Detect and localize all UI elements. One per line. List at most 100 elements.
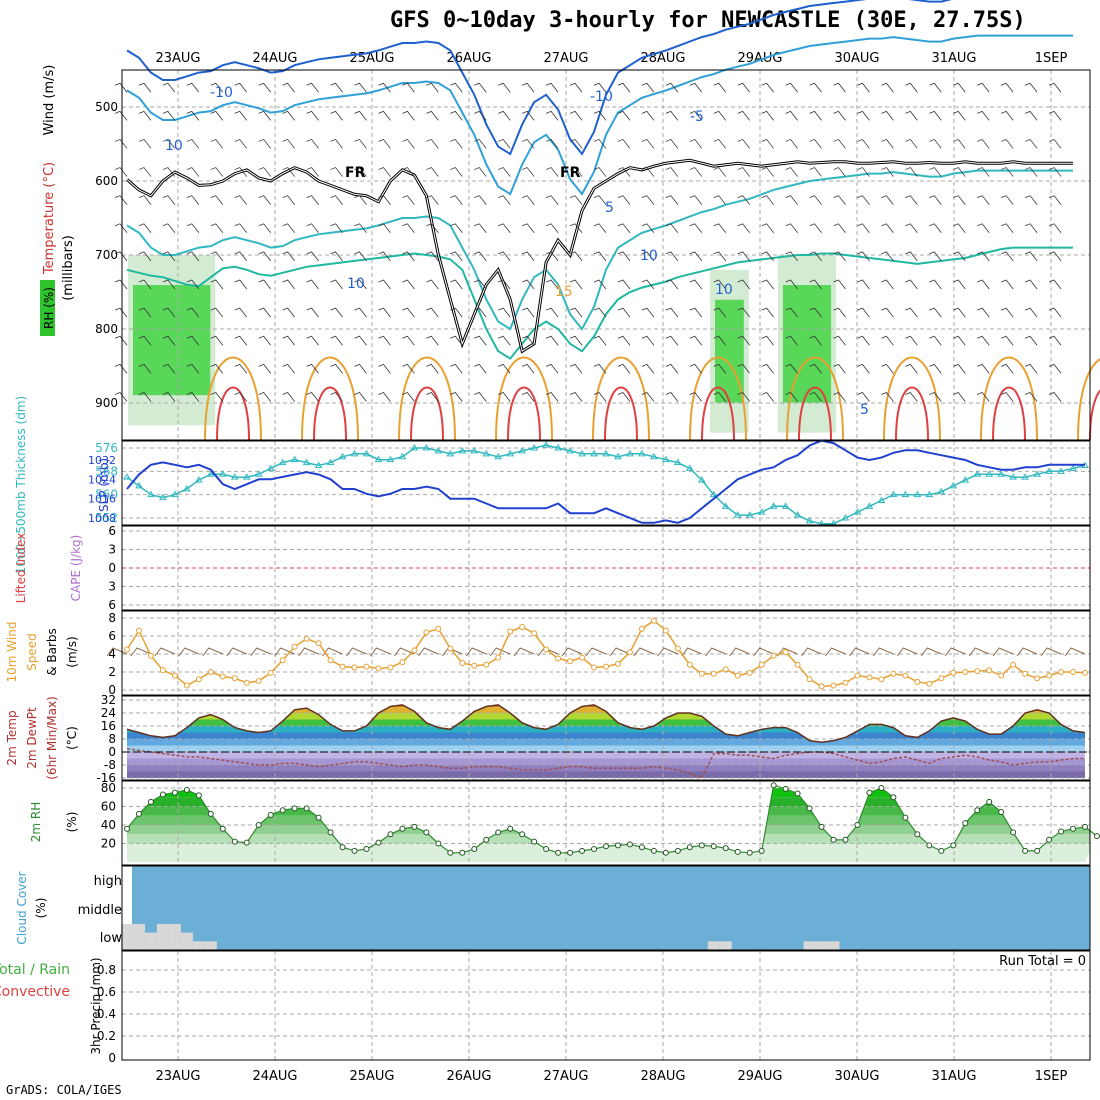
contour-label: -10 xyxy=(590,89,613,105)
upper-wind-barb xyxy=(378,251,391,262)
wind-speed-point xyxy=(890,670,897,677)
upper-wind-barb xyxy=(593,110,607,121)
upper-wind-barb xyxy=(450,251,463,262)
upper-wind-barb xyxy=(426,279,439,290)
rh-point xyxy=(926,842,933,849)
upper-wind-barb xyxy=(785,110,798,121)
rh-point xyxy=(914,831,921,838)
upper-wind-barb xyxy=(186,223,200,234)
wind-barb xyxy=(753,647,774,657)
wind-speed-point xyxy=(626,649,633,656)
upper-wind-barb xyxy=(210,223,224,234)
upper-wind-barb xyxy=(162,392,176,402)
thickness-point xyxy=(542,441,551,448)
rh-line xyxy=(126,784,1098,854)
upper-wind-barb xyxy=(186,167,200,177)
upper-wind-barb xyxy=(785,138,798,149)
thickness-point xyxy=(494,452,503,460)
upper-wind-barb xyxy=(162,110,176,121)
upper-wind-barb xyxy=(569,335,583,346)
upper-wind-barb xyxy=(833,251,846,262)
upper-wind-barb xyxy=(785,251,798,262)
upper-wind-barb xyxy=(1048,307,1062,318)
wind-barb xyxy=(705,647,726,657)
upper-wind-barb xyxy=(689,363,703,374)
upper-wind-barb xyxy=(450,110,463,121)
upper-wind-barb xyxy=(569,167,583,177)
upper-wind-barb xyxy=(138,251,152,262)
upper-wind-barb xyxy=(282,110,295,121)
rh-point xyxy=(375,839,382,846)
pressure-tick-label: 600 xyxy=(95,174,118,188)
precip-tick-label: 0.6 xyxy=(97,985,116,999)
upper-wind-barb xyxy=(474,251,487,262)
upper-wind-barb xyxy=(977,335,990,346)
upper-wind-barb xyxy=(162,335,176,346)
upper-wind-barb xyxy=(1048,251,1062,262)
upper-wind-barb xyxy=(857,110,870,121)
upper-wind-barb xyxy=(1048,110,1062,121)
thickness-point xyxy=(182,484,191,492)
wind-speed-point xyxy=(698,670,705,677)
wind-speed-point xyxy=(603,663,609,670)
upper-wind-barb xyxy=(665,251,679,262)
upper-wind-barb xyxy=(402,279,415,290)
upper-wind-barb xyxy=(474,307,487,318)
rh-point xyxy=(746,849,753,856)
upper-wind-barb xyxy=(641,223,655,234)
thickness-point xyxy=(350,449,359,457)
thickness-point xyxy=(1033,470,1041,477)
upper-wind-barb xyxy=(210,363,224,374)
upper-wind-barb xyxy=(234,223,248,234)
wind-barb xyxy=(346,647,367,657)
upper-wind-barb xyxy=(833,110,846,121)
upper-wind-barb xyxy=(402,82,415,93)
wind-speed-point xyxy=(183,682,190,689)
upper-wind-barb xyxy=(522,392,535,402)
upper-wind-barb xyxy=(977,167,990,177)
thickness-point xyxy=(793,511,802,518)
upper-wind-barb xyxy=(354,251,367,262)
upper-wind-barb xyxy=(857,335,870,346)
thickness-point xyxy=(482,449,491,457)
upper-wind-barb xyxy=(186,110,200,121)
upper-wind-barb xyxy=(665,195,679,205)
thickness-point xyxy=(218,470,227,477)
date-label-bottom: 23AUG xyxy=(155,1069,200,1084)
upper-wind-barb xyxy=(929,392,942,402)
rh-point xyxy=(794,790,801,797)
upper-wind-barb xyxy=(522,223,535,234)
upper-wind-barb xyxy=(905,82,918,93)
rh-point xyxy=(662,849,669,856)
thickness-point xyxy=(865,502,874,509)
upper-wind-barb xyxy=(569,279,583,290)
upper-wind-barb xyxy=(282,82,295,93)
upper-wind-barb xyxy=(234,110,248,121)
upper-wind-barb xyxy=(905,223,918,234)
wind-speed-point xyxy=(1022,670,1029,677)
upper-wind-barb xyxy=(713,82,727,93)
thickness-point xyxy=(159,493,167,501)
rh-point xyxy=(591,846,598,853)
thickness-point xyxy=(733,511,742,518)
upper-wind-barb xyxy=(306,363,319,374)
wind-tick-label: 8 xyxy=(108,611,116,625)
wind-speed-point xyxy=(782,649,789,656)
wind-speed-point xyxy=(770,652,777,659)
wind-speed-point xyxy=(507,628,514,635)
upper-wind-barb xyxy=(641,279,655,290)
upper-wind-barb xyxy=(402,335,415,346)
wind-speed-point xyxy=(830,682,837,689)
upper-wind-barb xyxy=(234,82,248,93)
rh-point xyxy=(303,805,310,812)
wind-barb xyxy=(250,647,271,657)
rh-point xyxy=(124,825,130,832)
rh-point xyxy=(351,847,358,854)
upper-wind-barb xyxy=(737,307,751,318)
contour-label: FR xyxy=(560,165,581,181)
upper-wind-barb xyxy=(545,82,559,93)
thickness-point xyxy=(1045,467,1053,474)
upper-wind-barb xyxy=(114,251,128,262)
thickness-point xyxy=(506,449,515,457)
upper-wind-barb xyxy=(593,167,607,177)
